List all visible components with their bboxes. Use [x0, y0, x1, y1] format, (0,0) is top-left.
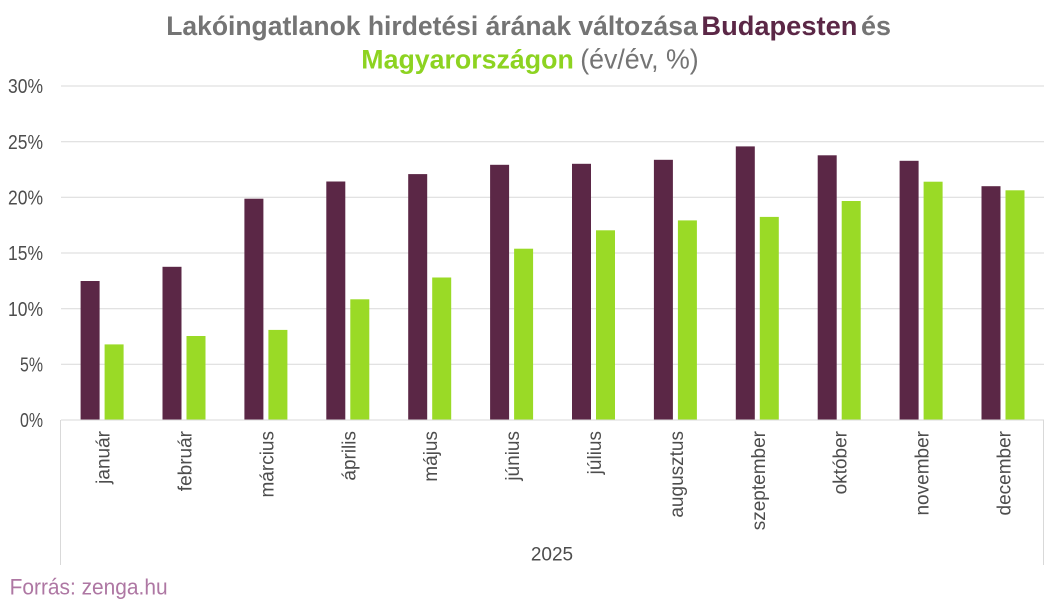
svg-text:0%: 0%: [20, 410, 43, 432]
svg-text:Forrás: zenga.hu: Forrás: zenga.hu: [10, 575, 168, 600]
svg-text:április: április: [339, 431, 360, 481]
svg-text:június: június: [503, 431, 524, 482]
svg-text:Budapesten: Budapesten: [701, 11, 857, 41]
svg-text:20%: 20%: [8, 187, 43, 209]
svg-text:február: február: [176, 430, 197, 491]
svg-text:10%: 10%: [8, 299, 43, 321]
svg-text:5%: 5%: [20, 354, 43, 376]
svg-text:augusztus: augusztus: [667, 431, 688, 518]
svg-text:2025: 2025: [531, 544, 573, 565]
svg-text:Magyarországon: Magyarországon: [361, 45, 574, 75]
svg-text:január: január: [94, 430, 115, 484]
svg-text:és: és: [861, 11, 891, 41]
svg-text:30%: 30%: [8, 76, 43, 98]
svg-text:július: július: [585, 431, 606, 475]
svg-text:október: október: [831, 430, 852, 494]
svg-text:március: március: [257, 431, 278, 498]
svg-text:december: december: [995, 430, 1016, 515]
svg-text:(év/év, %): (év/év, %): [580, 44, 699, 75]
svg-text:május: május: [421, 431, 442, 482]
svg-text:15%: 15%: [8, 243, 43, 265]
svg-text:szeptember: szeptember: [749, 430, 770, 530]
svg-text:november: november: [913, 430, 934, 515]
svg-text:Lakóingatlanok hirdetési árána: Lakóingatlanok hirdetési árának változás…: [166, 11, 698, 41]
svg-text:25%: 25%: [8, 132, 43, 154]
